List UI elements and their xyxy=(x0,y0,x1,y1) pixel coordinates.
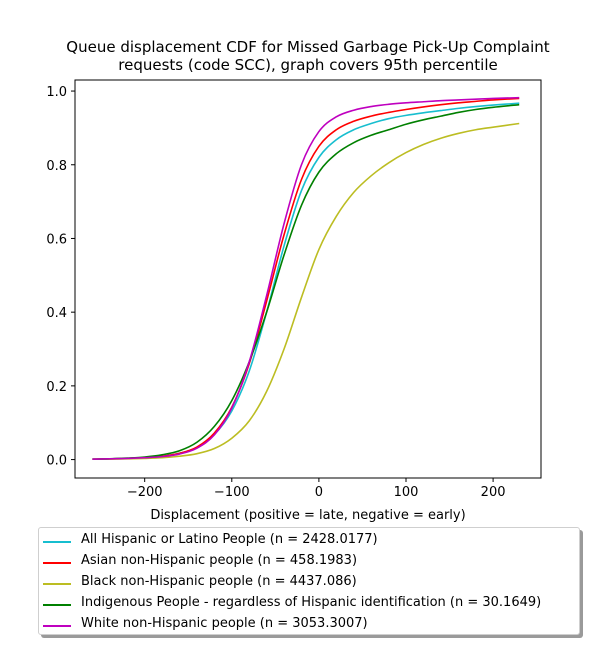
x-tick-label: 100 xyxy=(394,485,419,500)
legend-label: Asian non-Hispanic people (n = 458.1983) xyxy=(81,553,358,568)
legend-item: Black non-Hispanic people (n = 4437.086) xyxy=(39,573,579,594)
legend-label: Indigenous People - regardless of Hispan… xyxy=(81,595,542,610)
chart-title-line-1: Queue displacement CDF for Missed Garbag… xyxy=(66,38,550,56)
legend-label: All Hispanic or Latino People (n = 2428.… xyxy=(81,532,378,547)
legend-swatch xyxy=(43,562,71,564)
x-tick-label: −100 xyxy=(214,485,250,500)
series-line-3 xyxy=(92,103,520,461)
y-tick-label: 1.0 xyxy=(46,85,67,100)
legend-swatch xyxy=(43,583,71,585)
legend-label: White non-Hispanic people (n = 3053.3007… xyxy=(81,616,368,631)
y-tick-label: 0.2 xyxy=(46,380,67,395)
x-tick-label: 200 xyxy=(481,485,506,500)
x-axis: −200 −100 0 100 200 xyxy=(127,478,506,500)
legend-swatch xyxy=(43,541,71,543)
plot-frame xyxy=(74,79,542,479)
legend-swatch xyxy=(43,625,71,627)
chart-legend: All Hispanic or Latino People (n = 2428.… xyxy=(38,527,580,635)
legend-item: Indigenous People - regardless of Hispan… xyxy=(39,594,579,615)
plot-area xyxy=(92,96,520,461)
y-tick-label: 0.6 xyxy=(46,232,67,247)
legend-swatch xyxy=(43,604,71,606)
y-tick-label: 0.4 xyxy=(46,306,67,321)
y-axis: 0.0 0.2 0.4 0.6 0.8 1.0 xyxy=(46,85,75,469)
y-tick-label: 0.0 xyxy=(46,454,67,469)
legend-item: All Hispanic or Latino People (n = 2428.… xyxy=(39,531,579,552)
x-tick-label: 0 xyxy=(315,485,323,500)
series-line-0 xyxy=(92,102,520,461)
chart-title-line-2: requests (code SCC), graph covers 95th p… xyxy=(118,56,497,74)
legend-item: White non-Hispanic people (n = 3053.3007… xyxy=(39,615,579,636)
legend-label: Black non-Hispanic people (n = 4437.086) xyxy=(81,574,357,589)
x-axis-label: Displacement (positive = late, negative … xyxy=(150,508,465,523)
series-line-4 xyxy=(92,96,520,461)
y-tick-label: 0.8 xyxy=(46,159,67,174)
x-tick-label: −200 xyxy=(127,485,163,500)
legend-item: Asian non-Hispanic people (n = 458.1983) xyxy=(39,552,579,573)
series-line-2 xyxy=(92,122,520,461)
